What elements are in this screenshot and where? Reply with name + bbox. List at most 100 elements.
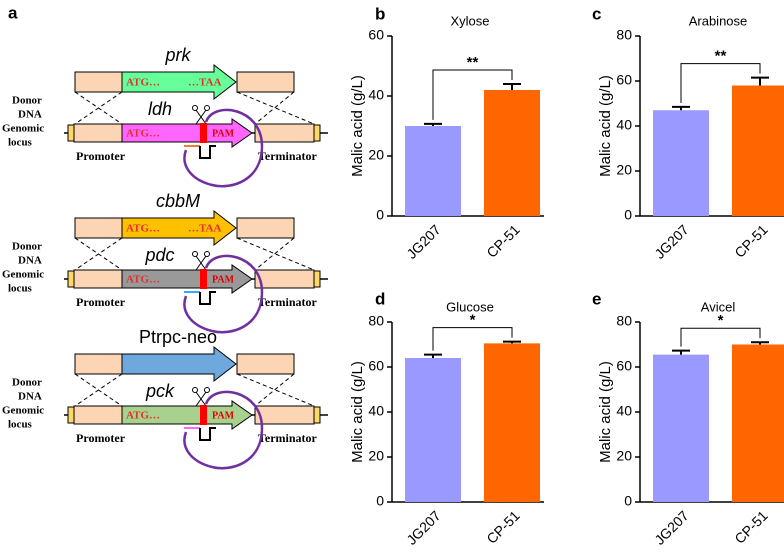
y-tick-label: 0 (376, 207, 384, 223)
bar (732, 85, 784, 216)
promoter-box (73, 123, 123, 143)
target-gene-arrow (121, 118, 253, 148)
flank (67, 406, 75, 424)
cas9-loop (183, 390, 264, 470)
y-tick-label: 40 (368, 87, 384, 103)
cas9-loop (183, 254, 264, 334)
x-tick-label: CP-51 (731, 507, 771, 547)
stop-codon: …TAA (188, 223, 221, 235)
flank (67, 124, 75, 142)
y-tick-label: 60 (368, 27, 384, 43)
terminator-label: Terminator (258, 149, 318, 163)
donor-gene-label: cbbM (156, 191, 200, 211)
target-gene-label: pck (145, 381, 175, 401)
donor-gene-arrow (121, 345, 237, 383)
crossover-line (236, 91, 315, 125)
terminator-label: Terminator (258, 295, 318, 309)
crossover-line (254, 91, 295, 125)
error-bar (751, 76, 769, 86)
donor-label: Donor (12, 377, 42, 389)
chart-title: Arabinose (689, 13, 748, 28)
x-tick-label: CP-51 (731, 221, 771, 261)
y-tick-label: 20 (616, 448, 632, 464)
y-tick-label: 0 (624, 207, 632, 223)
error-bar (503, 83, 521, 90)
donor-homology-arm (74, 71, 123, 93)
y-tick-label: 0 (376, 493, 384, 509)
donor-label: Donor (12, 95, 42, 107)
scissors (204, 387, 210, 393)
flank (313, 124, 321, 142)
y-tick-label: 60 (616, 358, 632, 374)
crossover-line (74, 373, 123, 407)
scissors (192, 387, 198, 393)
donor-homology-arm (74, 217, 123, 239)
donor-homology-arm (74, 353, 123, 375)
panel-letter: a (8, 3, 18, 22)
promoter-box (73, 405, 123, 425)
terminator-box (254, 123, 315, 143)
error-bar (672, 349, 690, 355)
x-tick-label: JG207 (651, 507, 692, 548)
cas9-loop (183, 108, 264, 188)
scissors (204, 251, 210, 257)
panel-letter: e (592, 289, 601, 308)
bar (405, 358, 461, 502)
bar (484, 90, 540, 216)
x-tick-label: CP-51 (483, 507, 523, 547)
donor-gene-label: Ptrpc-neo (139, 327, 217, 347)
scissors (195, 255, 207, 271)
locus-label: locus (8, 137, 33, 149)
target-gene-label: ldh (148, 99, 172, 119)
locus-label: Genomic (2, 405, 44, 417)
significance-bracket (680, 63, 761, 103)
chart-title: Avicel (701, 299, 736, 314)
significance-bracket (432, 69, 513, 120)
donor-homology-arm (236, 71, 295, 93)
y-tick-label: 40 (616, 403, 632, 419)
donor-gene-label: prk (164, 45, 191, 65)
terminator-label: Terminator (258, 431, 318, 445)
donor-gene-arrow (121, 209, 237, 247)
y-axis-label: Malic acid (g/L) (597, 75, 614, 177)
start-codon: ATG… (126, 274, 160, 286)
cut-site (200, 269, 207, 289)
locus-label: Genomic (2, 123, 44, 135)
donor-label: DNA (18, 109, 42, 121)
significance-label: ** (467, 54, 479, 71)
x-tick-label: CP-51 (483, 221, 523, 261)
crossover-line (254, 237, 295, 271)
significance-bracket (432, 327, 513, 351)
error-bar (424, 122, 442, 126)
donor-homology-arm (236, 217, 295, 239)
scissors (204, 105, 210, 111)
crossover-line (236, 237, 315, 271)
bar (405, 126, 461, 216)
start-codon: ATG… (126, 410, 160, 422)
significance-bracket (680, 327, 761, 347)
cut-site (200, 123, 207, 143)
promoter-label: Promoter (76, 295, 126, 309)
error-bar (503, 340, 521, 344)
donor-gene-arrow (121, 63, 237, 101)
y-axis-label: Malic acid (g/L) (597, 361, 614, 463)
y-tick-label: 80 (368, 313, 384, 329)
crossover-line (254, 373, 295, 407)
scissors (192, 251, 198, 257)
guide-rna (199, 427, 216, 441)
y-axis-label: Malic acid (g/L) (349, 75, 366, 177)
promoter-label: Promoter (76, 431, 126, 445)
flank (313, 406, 321, 424)
target-gene-label: pdc (144, 245, 174, 265)
y-tick-label: 20 (616, 162, 632, 178)
significance-label: ** (715, 48, 727, 65)
promoter-label: Promoter (76, 149, 126, 163)
y-tick-label: 40 (616, 117, 632, 133)
chart-title: Glucose (446, 299, 494, 314)
promoter-box (73, 269, 123, 289)
target-gene-arrow (121, 264, 253, 294)
guide-rna (199, 291, 216, 305)
scissors (195, 109, 207, 125)
locus-label: locus (8, 283, 33, 295)
bar (653, 354, 709, 502)
